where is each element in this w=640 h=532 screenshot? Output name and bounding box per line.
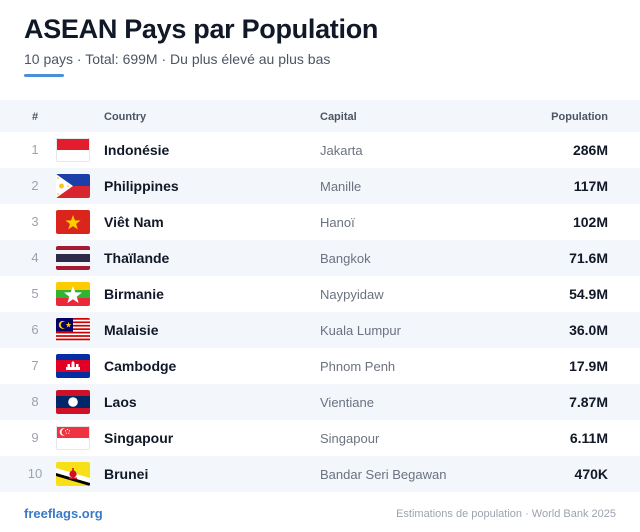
table-row: 4 Thaïlande Bangkok 71.6M [0, 240, 640, 276]
column-header-country: Country [104, 111, 147, 123]
table-row: 2 Philippines Manille 117M [0, 168, 640, 204]
myanmar-flag-icon [56, 282, 90, 306]
table-row: 8 Laos Vientiane 7.87M [0, 384, 640, 420]
row-population: 36.0M [569, 322, 608, 338]
row-population: 7.87M [569, 394, 608, 410]
row-country: Indonésie [104, 142, 170, 158]
row-country: Cambodge [104, 358, 177, 374]
row-population: 286M [572, 142, 608, 158]
column-header-rank: # [31, 111, 39, 123]
row-rank: 9 [31, 430, 39, 445]
singapore-flag-icon [56, 426, 90, 450]
page-header: ASEAN Pays par Population 10 pays · Tota… [24, 12, 378, 77]
table-row: 10 Brunei Bandar Seri Begawan 470K [0, 456, 640, 492]
row-rank: 7 [31, 358, 39, 373]
table-row: 6 Malaisie Kuala Lumpur 36.0M [0, 312, 640, 348]
row-capital: Naypyidaw [320, 287, 384, 302]
row-country: Malaisie [104, 322, 159, 338]
row-rank: 6 [31, 322, 39, 337]
vietnam-flag-icon [56, 210, 90, 234]
row-rank: 3 [31, 214, 39, 229]
row-capital: Phnom Penh [320, 359, 396, 374]
page-title: ASEAN Pays par Population [24, 14, 379, 44]
brunei-flag-icon [56, 462, 90, 486]
page-subtitle: 10 pays · Total: 699M · Du plus élevé au… [24, 51, 331, 67]
table-row: 5 Birmanie Naypyidaw 54.9M [0, 276, 640, 312]
row-capital: Manille [320, 179, 362, 194]
row-population: 470K [574, 466, 608, 482]
page-footer: freeflags.org Estimations de population … [24, 506, 616, 522]
thailand-flag-icon [56, 246, 90, 270]
population-table: # Country Capital Population 1 Indonésie… [0, 100, 640, 492]
table-row: 7 Cambodge Phnom Penh 17.9M [0, 348, 640, 384]
laos-flag-icon [56, 390, 90, 414]
indonesia-flag-icon [56, 138, 90, 162]
column-header-population: Population [551, 111, 608, 123]
row-population: 6.11M [569, 430, 608, 446]
table-row: 9 Singapour Singapour 6.11M [0, 420, 640, 456]
row-rank: 8 [31, 394, 39, 409]
row-capital: Kuala Lumpur [320, 323, 401, 338]
row-population: 102M [572, 214, 608, 230]
row-capital: Singapour [320, 431, 380, 446]
column-header-capital: Capital [320, 111, 357, 123]
row-country: Philippines [104, 178, 179, 194]
title-accent-bar [24, 74, 64, 77]
row-rank: 1 [31, 142, 39, 157]
cambodia-flag-icon [56, 354, 90, 378]
source-note: Estimations de population · World Bank 2… [396, 508, 616, 520]
row-population: 117M [573, 178, 608, 194]
row-capital: Vientiane [320, 395, 374, 410]
table-header: # Country Capital Population [0, 100, 640, 132]
row-rank: 10 [27, 466, 43, 481]
row-country: Brunei [104, 466, 149, 482]
row-population: 71.6M [569, 250, 608, 266]
table-row: 3 Viêt Nam Hanoï 102M [0, 204, 640, 240]
row-country: Thaïlande [104, 250, 170, 266]
philippines-flag-icon [56, 174, 90, 198]
row-capital: Bandar Seri Begawan [320, 467, 447, 482]
row-country: Birmanie [104, 286, 164, 302]
row-capital: Hanoï [320, 215, 355, 230]
row-rank: 4 [31, 250, 39, 265]
row-population: 17.9M [569, 358, 608, 374]
row-rank: 5 [31, 286, 39, 301]
row-country: Viêt Nam [104, 214, 164, 230]
row-population: 54.9M [569, 286, 608, 302]
brand-link[interactable]: freeflags.org [24, 506, 103, 521]
row-capital: Bangkok [320, 251, 371, 266]
table-row: 1 Indonésie Jakarta 286M [0, 132, 640, 168]
row-capital: Jakarta [320, 143, 363, 158]
row-country: Singapour [104, 430, 174, 446]
malaysia-flag-icon [56, 318, 90, 342]
row-rank: 2 [31, 178, 39, 193]
row-country: Laos [104, 394, 137, 410]
